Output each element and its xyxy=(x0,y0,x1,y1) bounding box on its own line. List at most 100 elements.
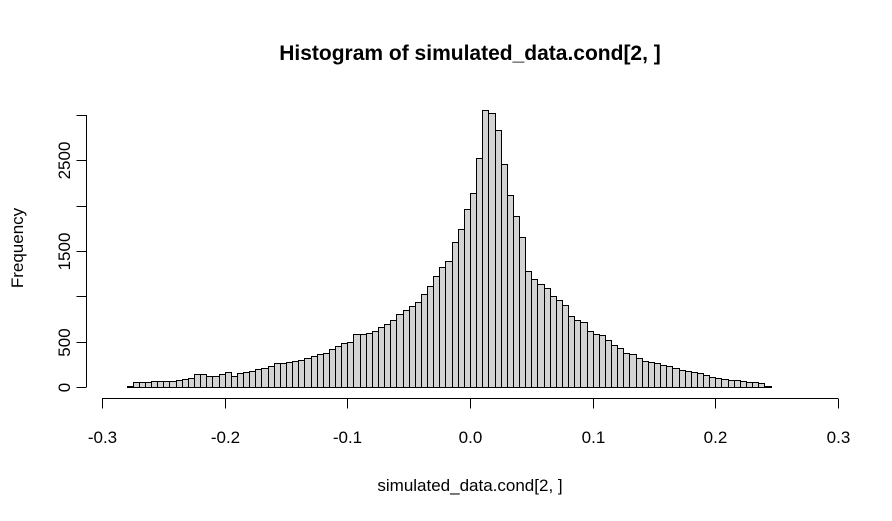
histogram-bar xyxy=(133,382,140,388)
histogram-bar xyxy=(360,334,367,388)
histogram-bar xyxy=(470,193,477,388)
histogram-bar xyxy=(740,381,747,388)
histogram-bar xyxy=(752,382,759,388)
histogram-bar xyxy=(537,284,545,388)
histogram-bar xyxy=(151,381,158,388)
histogram-bar xyxy=(433,276,440,388)
histogram-bar xyxy=(464,209,471,388)
histogram-bar xyxy=(176,380,183,388)
histogram-bar xyxy=(525,271,532,388)
histogram-bar xyxy=(703,375,710,388)
histogram-bar xyxy=(237,373,244,388)
histogram-bar xyxy=(672,368,680,388)
y-tick-label: 0 xyxy=(55,383,74,392)
x-axis-label: simulated_data.cond[2, ] xyxy=(377,476,562,495)
histogram-bar xyxy=(255,369,262,388)
histogram-bar xyxy=(513,216,520,388)
histogram-bar xyxy=(311,356,318,388)
histogram-bar xyxy=(623,353,630,388)
histogram-bar xyxy=(157,381,164,388)
histogram-bar xyxy=(679,370,686,388)
histogram-bar xyxy=(495,130,502,388)
histogram-bar xyxy=(654,363,661,388)
histogram-bar xyxy=(593,334,600,388)
histogram-bar xyxy=(353,334,361,388)
histogram-bar xyxy=(427,286,434,388)
histogram-bar xyxy=(501,164,508,388)
histogram-bar xyxy=(280,363,287,388)
histogram-bar xyxy=(378,327,385,388)
histogram-bar xyxy=(519,237,526,388)
x-tick-label: -0.1 xyxy=(333,428,362,447)
x-tick-label: -0.3 xyxy=(88,428,117,447)
histogram-bar xyxy=(611,345,618,388)
histogram-bar xyxy=(562,305,569,388)
histogram-bar xyxy=(568,316,575,388)
histogram-bar xyxy=(544,288,551,388)
histogram-bar xyxy=(200,374,207,388)
histogram-bar xyxy=(225,372,232,388)
x-tick-label: 0.3 xyxy=(827,428,851,447)
histogram-bar xyxy=(617,348,624,388)
histogram-bar xyxy=(758,383,765,388)
histogram-bar xyxy=(396,314,404,388)
histogram-bar xyxy=(219,374,226,388)
chart-title: Histogram of simulated_data.cond[2, ] xyxy=(279,42,661,65)
histogram-bar xyxy=(587,331,594,388)
y-axis-label: Frequency xyxy=(8,207,27,288)
histogram-bar xyxy=(127,386,134,388)
histogram-bar xyxy=(550,296,557,388)
histogram-bar xyxy=(476,158,483,388)
histogram-bar xyxy=(139,382,146,388)
histogram-bar xyxy=(746,382,753,388)
histogram-bar xyxy=(452,242,459,388)
histogram-bar xyxy=(599,335,606,388)
histogram-bar xyxy=(249,371,256,388)
histogram-bar xyxy=(292,361,299,388)
histogram-bar xyxy=(685,371,692,388)
histogram-bar xyxy=(507,195,514,388)
x-tick-label: 0.0 xyxy=(459,428,483,447)
x-tick-label: 0.1 xyxy=(582,428,606,447)
histogram-bar xyxy=(488,113,496,388)
histogram-bar xyxy=(629,354,637,388)
histogram-bar xyxy=(163,381,170,388)
histogram-bar xyxy=(660,365,667,388)
histogram-bar xyxy=(274,363,281,388)
histogram-bar xyxy=(390,320,397,388)
histogram-bar xyxy=(341,343,348,388)
histogram-bar xyxy=(182,379,189,388)
histogram-bar xyxy=(317,354,324,388)
histogram-bar xyxy=(212,376,220,388)
histogram-bar xyxy=(194,374,201,388)
histogram-bar xyxy=(231,376,238,388)
histogram-bar xyxy=(728,380,735,388)
histogram-bar xyxy=(605,340,612,388)
histogram-bar xyxy=(261,368,269,388)
histogram-bar xyxy=(188,378,195,388)
histogram-bar xyxy=(715,378,722,388)
histogram-bar xyxy=(304,358,312,388)
histogram-bar xyxy=(458,229,465,388)
histogram-bar xyxy=(415,302,422,388)
histogram-bar xyxy=(366,333,373,388)
histogram-bar xyxy=(409,306,416,388)
histogram-bar xyxy=(384,324,391,388)
y-tick-label: 1500 xyxy=(55,233,74,271)
histogram-bar xyxy=(329,349,336,388)
histogram-bar xyxy=(335,346,342,388)
histogram-bar xyxy=(403,310,410,388)
histogram-bar xyxy=(169,381,177,388)
histogram-bar xyxy=(268,366,275,388)
histogram-bar xyxy=(482,110,489,388)
y-tick-label: 2500 xyxy=(55,142,74,180)
histogram-bar xyxy=(642,361,649,388)
histogram-bar xyxy=(556,300,563,388)
histogram-bar xyxy=(206,376,213,388)
histogram-bar xyxy=(697,373,704,388)
histogram-bar xyxy=(721,379,729,388)
x-tick-label: -0.2 xyxy=(211,428,240,447)
x-tick-label: 0.2 xyxy=(704,428,728,447)
histogram-bar xyxy=(323,353,330,388)
